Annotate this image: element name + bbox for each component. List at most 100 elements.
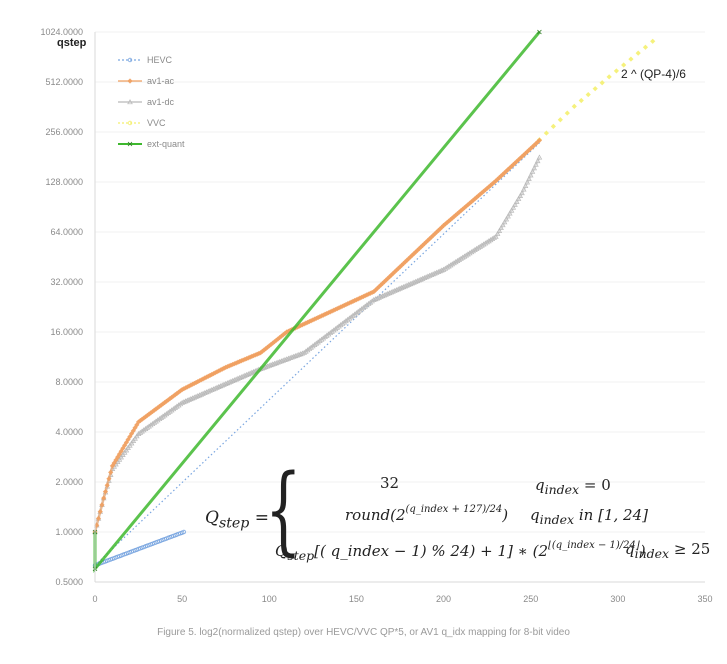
av1-dc-point bbox=[325, 331, 332, 337]
av1-dc-point bbox=[170, 406, 177, 412]
vvc-point bbox=[606, 74, 612, 80]
av1-ac-point bbox=[416, 246, 422, 252]
av1-dc-point bbox=[154, 417, 161, 423]
vvc-point bbox=[613, 68, 620, 74]
av1-dc-point bbox=[147, 422, 154, 428]
legend-label: ext-quant bbox=[147, 139, 185, 149]
legend-item-ext-quant: ext-quant bbox=[118, 139, 185, 149]
series-layer bbox=[92, 29, 656, 573]
av1-dc-point bbox=[527, 172, 534, 178]
y-tick-label: 256.0000 bbox=[45, 127, 83, 137]
av1-ac-point bbox=[99, 502, 105, 508]
gridlines bbox=[95, 31, 705, 583]
av1-dc-point bbox=[336, 323, 342, 329]
av1-ac-point bbox=[446, 218, 452, 224]
av1-dc-point bbox=[208, 386, 215, 393]
av1-ac-point bbox=[488, 182, 494, 188]
av1-dc-point bbox=[520, 186, 527, 192]
av1-ac-point bbox=[423, 239, 429, 245]
av1-dc-point bbox=[290, 353, 297, 359]
av1-dc-point bbox=[378, 293, 384, 299]
legend-label: HEVC bbox=[147, 55, 173, 65]
av1-ac-point bbox=[374, 285, 380, 291]
av1-dc-point bbox=[292, 353, 299, 359]
av1-dc-point bbox=[142, 425, 149, 432]
av1-dc-point bbox=[280, 357, 287, 363]
av1-dc-point bbox=[228, 378, 234, 384]
vvc-point bbox=[585, 91, 591, 98]
av1-dc-point bbox=[202, 389, 208, 396]
vvc-point bbox=[550, 123, 556, 130]
av1-dc-point bbox=[371, 296, 377, 302]
av1-dc-point bbox=[266, 362, 273, 368]
av1-dc-point bbox=[533, 161, 539, 167]
av1-dc-point bbox=[167, 408, 173, 414]
formula-lhs: Qstep = bbox=[205, 508, 269, 532]
av1-dc-point bbox=[174, 403, 180, 409]
av1-dc-point bbox=[343, 318, 349, 324]
av1-dc-point bbox=[236, 374, 243, 380]
y-tick-label: 128.0000 bbox=[45, 177, 83, 187]
av1-dc-point bbox=[498, 224, 504, 231]
av1-dc-point bbox=[398, 284, 405, 290]
av1-ac-point bbox=[137, 418, 143, 424]
av1-dc-point bbox=[505, 213, 511, 219]
av1-dc-point bbox=[339, 320, 346, 326]
av1-dc-point bbox=[229, 377, 236, 383]
av1-dc-point bbox=[510, 204, 517, 210]
av1-ac-point bbox=[106, 476, 112, 482]
av1-ac-point bbox=[477, 191, 483, 197]
av1-ac-point bbox=[196, 378, 203, 384]
av1-dc-point bbox=[296, 351, 302, 357]
av1-ac-point bbox=[120, 445, 126, 451]
av1-dc-point bbox=[491, 234, 497, 240]
av1-dc-point bbox=[304, 347, 311, 353]
av1-dc-point bbox=[355, 308, 361, 314]
av1-ac-point bbox=[130, 428, 136, 434]
av1-dc-point bbox=[512, 201, 518, 207]
av1-ac-point bbox=[146, 411, 152, 417]
av1-ac-point bbox=[193, 379, 199, 386]
av1-dc-point bbox=[276, 358, 283, 364]
av1-dc-point bbox=[391, 287, 398, 293]
av1-dc-point bbox=[390, 288, 396, 294]
av1-dc-point bbox=[141, 427, 147, 433]
av1-dc-point bbox=[139, 428, 145, 434]
av1-dc-point bbox=[193, 393, 199, 399]
av1-dc-point bbox=[358, 306, 365, 312]
av1-ac-point bbox=[205, 373, 211, 379]
av1-dc-point bbox=[322, 333, 328, 340]
av1-ac-point bbox=[371, 289, 377, 295]
av1-ac-point bbox=[420, 242, 426, 248]
av1-ac-point bbox=[427, 236, 433, 242]
vvc-point bbox=[635, 50, 641, 56]
av1-dc-point bbox=[507, 210, 513, 216]
av1-ac-point bbox=[151, 407, 157, 413]
av1-dc-point bbox=[515, 195, 522, 201]
av1-dc-point bbox=[149, 420, 156, 427]
av1-dc-point bbox=[207, 387, 213, 393]
av1-ac-point bbox=[491, 179, 497, 185]
av1-dc-point bbox=[503, 216, 510, 222]
av1-dc-point bbox=[416, 277, 422, 283]
av1-ac-point bbox=[447, 216, 454, 223]
figure-caption: Figure 5. log2(normalized qstep) over HE… bbox=[157, 627, 570, 638]
av1-ac-point bbox=[475, 193, 482, 199]
av1-dc-point bbox=[203, 389, 210, 395]
hevc-point bbox=[181, 529, 187, 535]
av1-ac-point bbox=[142, 414, 149, 420]
av1-dc-point bbox=[386, 290, 393, 296]
av1-ac-point bbox=[102, 489, 109, 495]
av1-dc-point bbox=[275, 359, 281, 365]
av1-dc-point bbox=[163, 411, 170, 417]
av1-dc-point bbox=[344, 316, 351, 322]
av1-dc-point bbox=[184, 397, 191, 403]
av1-dc-point bbox=[217, 383, 224, 389]
av1-dc-point bbox=[245, 371, 252, 377]
vvc-point bbox=[599, 80, 605, 86]
x-tick-label: 150 bbox=[349, 594, 364, 604]
av1-ac-point bbox=[200, 376, 206, 382]
av1-dc-point bbox=[268, 362, 274, 368]
av1-ac-point bbox=[421, 241, 427, 247]
av1-dc-point bbox=[250, 368, 257, 374]
